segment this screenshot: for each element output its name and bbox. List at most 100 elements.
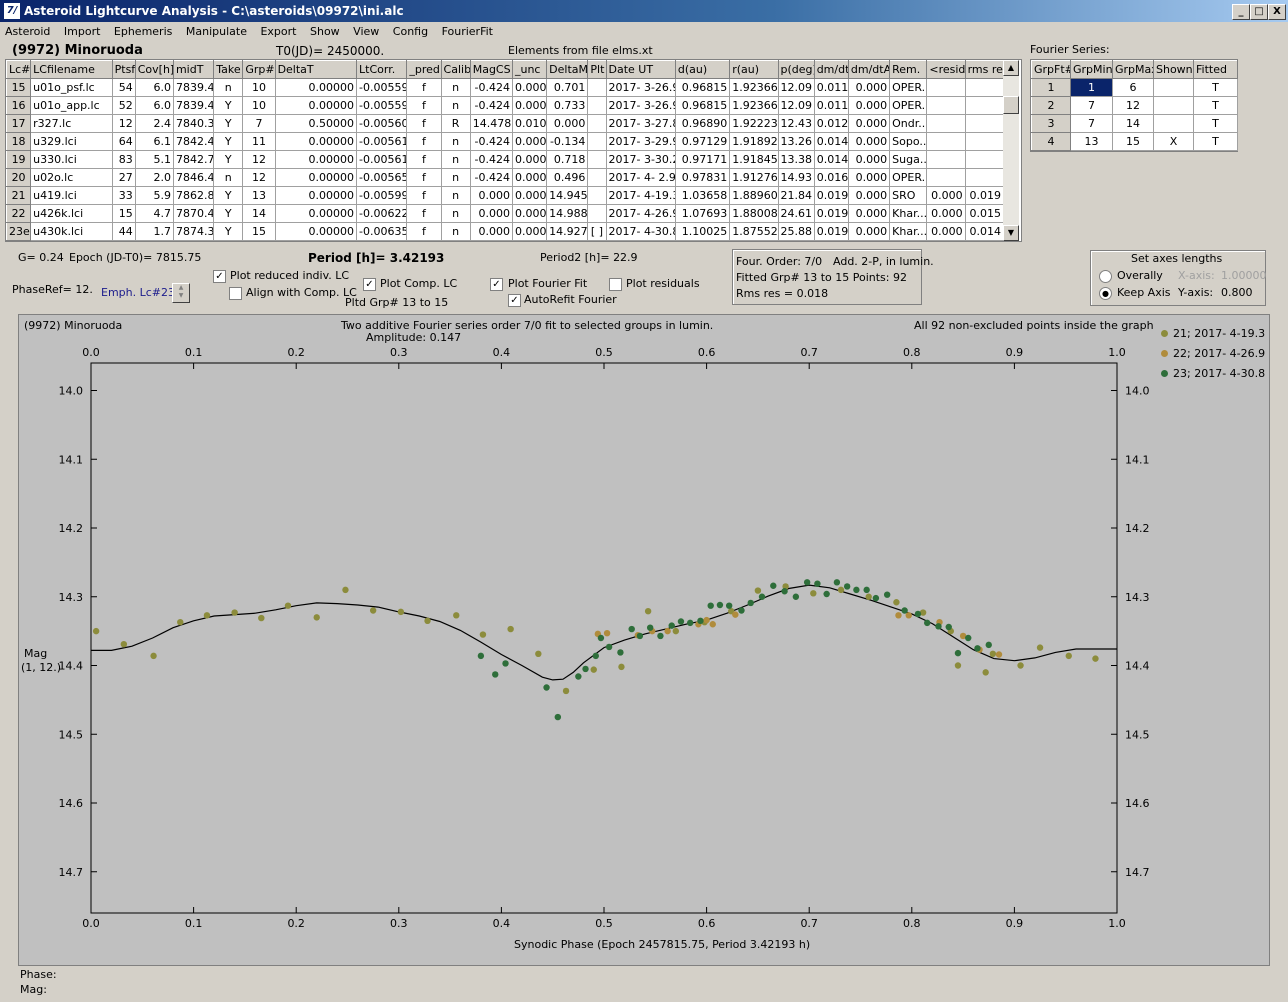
- table-row[interactable]: 22 u426k.lci 15 4.7 7870.4 Y 14 0.00000 -0.00622…: [6, 204, 1005, 223]
- table-cell[interactable]: 13.38: [777, 150, 815, 169]
- table-cell[interactable]: -0.00565: [356, 168, 408, 187]
- table-cell[interactable]: 24.61: [777, 204, 815, 223]
- table-cell[interactable]: 0.000: [847, 114, 891, 133]
- table-cell[interactable]: Khar...: [889, 222, 928, 241]
- table-cell[interactable]: OPER.: [889, 96, 928, 115]
- table-cell[interactable]: 14: [1112, 114, 1154, 133]
- column-header[interactable]: dm/dtA: [847, 60, 891, 79]
- column-header[interactable]: rms res: [964, 60, 1005, 79]
- table-cell[interactable]: 11: [242, 132, 276, 151]
- table-cell[interactable]: 1.7: [134, 222, 174, 241]
- table-cell[interactable]: 0.012: [813, 114, 849, 133]
- table-cell[interactable]: 2017- 3-27.8: [605, 114, 676, 133]
- table-cell[interactable]: n: [440, 96, 471, 115]
- table-cell[interactable]: u426k.lci: [30, 204, 113, 223]
- table-cell[interactable]: Y: [213, 132, 244, 151]
- table-cell[interactable]: Ondr...: [889, 114, 928, 133]
- table-cell[interactable]: n: [440, 204, 471, 223]
- table-cell[interactable]: u02o.lc: [30, 168, 113, 187]
- table-cell[interactable]: Suga...: [889, 150, 928, 169]
- menu-view[interactable]: View: [353, 25, 380, 38]
- table-cell[interactable]: 0.014: [813, 150, 849, 169]
- lc-table-scrollbar[interactable]: ▲ ▼: [1003, 60, 1019, 241]
- table-cell[interactable]: T: [1193, 114, 1238, 133]
- table-row[interactable]: 23e u430k.lci 44 1.7 7874.3 Y 15 0.00000 -0.0063…: [6, 222, 1005, 241]
- row-header-cell[interactable]: 23e: [6, 222, 32, 241]
- table-cell[interactable]: n: [213, 78, 244, 97]
- table-cell[interactable]: 7874.3: [172, 222, 215, 241]
- table-cell[interactable]: 15: [242, 222, 276, 241]
- table-cell[interactable]: 14.927: [546, 222, 589, 241]
- table-cell[interactable]: [926, 168, 966, 187]
- column-header[interactable]: GrpMax: [1112, 60, 1154, 79]
- plot-comp-checkbox[interactable]: ✓: [363, 278, 376, 291]
- table-cell[interactable]: n: [440, 186, 471, 205]
- table-cell[interactable]: Sopo...: [889, 132, 928, 151]
- table-cell[interactable]: r327.lc: [30, 114, 113, 133]
- table-cell[interactable]: 14.988: [546, 204, 589, 223]
- table-cell[interactable]: u329.lci: [30, 132, 113, 151]
- table-cell[interactable]: 0.701: [546, 78, 589, 97]
- table-cell[interactable]: OPER.: [889, 168, 928, 187]
- table-cell[interactable]: n: [213, 168, 244, 187]
- table-cell[interactable]: [964, 150, 1005, 169]
- table-cell[interactable]: [926, 78, 966, 97]
- table-cell[interactable]: 15: [111, 204, 136, 223]
- table-cell[interactable]: 0.96890: [674, 114, 731, 133]
- column-header[interactable]: Grp#: [242, 60, 276, 79]
- table-cell[interactable]: 2017- 3-26.9: [605, 96, 676, 115]
- table-row[interactable]: 16 u01o_app.lc 52 6.0 7839.4 Y 10 0.00000 -0.005…: [6, 96, 1005, 115]
- scroll-thumb[interactable]: [1003, 96, 1019, 114]
- table-cell[interactable]: 0.000: [926, 186, 966, 205]
- table-cell[interactable]: 0.00000: [274, 204, 358, 223]
- table-cell[interactable]: [587, 78, 607, 97]
- table-cell[interactable]: -0.00635: [356, 222, 408, 241]
- table-cell[interactable]: 2017- 4-19.3: [605, 186, 676, 205]
- table-cell[interactable]: 12: [111, 114, 136, 133]
- table-cell[interactable]: 1.07693: [674, 204, 731, 223]
- table-cell[interactable]: T: [1193, 78, 1238, 97]
- table-cell[interactable]: T: [1193, 132, 1238, 151]
- table-cell[interactable]: 6.0: [134, 78, 174, 97]
- table-cell[interactable]: R: [440, 114, 471, 133]
- table-cell[interactable]: u01o_app.lc: [30, 96, 113, 115]
- row-header-cell[interactable]: 16: [6, 96, 32, 115]
- table-cell[interactable]: u01o_psf.lc: [30, 78, 113, 97]
- row-header-cell[interactable]: 15: [6, 78, 32, 97]
- maximize-button[interactable]: □: [1250, 4, 1268, 20]
- table-row[interactable]: 17 r327.lc 12 2.4 7840.3 Y 7 0.50000 -0.00560 f R 1…: [6, 114, 1005, 133]
- table-cell[interactable]: n: [440, 78, 471, 97]
- table-cell[interactable]: 0.000: [511, 78, 548, 97]
- align-comp-checkbox[interactable]: [229, 287, 242, 300]
- menu-asteroid[interactable]: Asteroid: [5, 25, 51, 38]
- table-cell[interactable]: 15: [1112, 132, 1154, 151]
- table-cell[interactable]: 14.945: [546, 186, 589, 205]
- table-cell[interactable]: 0.000: [847, 222, 891, 241]
- column-header[interactable]: _unc: [511, 60, 548, 79]
- column-header[interactable]: Lc#: [6, 60, 32, 79]
- table-cell[interactable]: 0.00000: [274, 150, 358, 169]
- table-cell[interactable]: 0.96815: [674, 78, 731, 97]
- column-header[interactable]: Ptsf: [111, 60, 136, 79]
- table-cell[interactable]: X: [1153, 132, 1194, 151]
- table-cell[interactable]: 2017- 4-30.8: [605, 222, 676, 241]
- table-cell[interactable]: 0.000: [511, 204, 548, 223]
- table-cell[interactable]: -0.424: [469, 78, 513, 97]
- table-cell[interactable]: T: [1193, 96, 1238, 115]
- table-cell[interactable]: 0.718: [546, 150, 589, 169]
- table-cell[interactable]: 0.000: [511, 96, 548, 115]
- table-cell[interactable]: 1.92366: [729, 96, 779, 115]
- table-cell[interactable]: 0.000: [847, 150, 891, 169]
- column-header[interactable]: d(au): [674, 60, 731, 79]
- table-cell[interactable]: 12.09: [777, 96, 815, 115]
- table-cell[interactable]: -0.00561: [356, 132, 408, 151]
- column-header[interactable]: LCfilename: [30, 60, 113, 79]
- table-cell[interactable]: 0.00000: [274, 168, 358, 187]
- menu-manipulate[interactable]: Manipulate: [185, 25, 247, 38]
- table-cell[interactable]: 1.87552: [729, 222, 779, 241]
- table-cell[interactable]: 0.010: [511, 114, 548, 133]
- table-cell[interactable]: -0.00561: [356, 150, 408, 169]
- table-cell[interactable]: [587, 132, 607, 151]
- table-cell[interactable]: 7839.4: [172, 78, 215, 97]
- table-cell[interactable]: -0.00599: [356, 186, 408, 205]
